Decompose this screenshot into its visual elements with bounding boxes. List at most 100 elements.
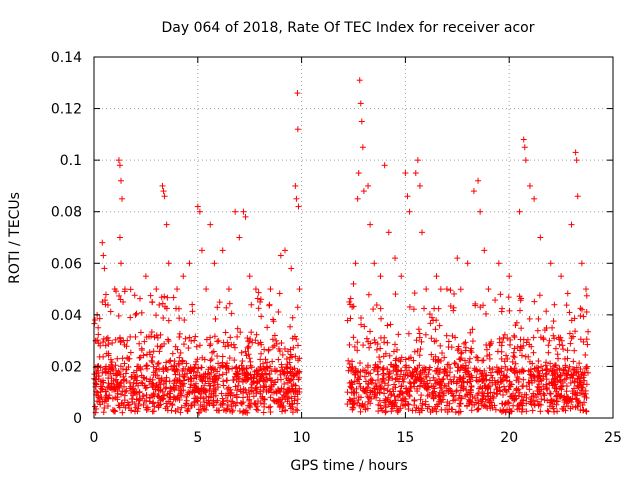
data-point xyxy=(92,317,99,324)
y-tick-label: 0.12 xyxy=(51,102,82,118)
data-point xyxy=(203,336,210,343)
data-point xyxy=(175,360,182,367)
data-point xyxy=(583,408,590,415)
data-point xyxy=(350,400,357,407)
data-point xyxy=(252,286,259,293)
data-point xyxy=(462,339,469,346)
data-point xyxy=(438,385,445,392)
data-point xyxy=(438,406,445,413)
data-point xyxy=(102,388,109,395)
data-point xyxy=(190,368,197,375)
data-point xyxy=(580,407,587,414)
data-point xyxy=(421,305,428,312)
data-point xyxy=(158,294,165,301)
data-point xyxy=(100,252,107,259)
data-point xyxy=(416,370,423,377)
data-point xyxy=(284,348,291,355)
data-point xyxy=(538,363,545,370)
data-point xyxy=(241,365,248,372)
data-point xyxy=(351,371,358,378)
data-point xyxy=(365,291,372,298)
data-point xyxy=(152,372,159,379)
data-point xyxy=(123,366,130,373)
data-point xyxy=(572,328,579,335)
data-point xyxy=(501,331,508,338)
data-point xyxy=(405,330,412,337)
data-point xyxy=(518,352,525,359)
data-point xyxy=(540,383,547,390)
data-point xyxy=(437,378,444,385)
data-point xyxy=(513,385,520,392)
data-point xyxy=(545,342,552,349)
data-point xyxy=(232,208,239,215)
data-point xyxy=(376,382,383,389)
data-point xyxy=(260,365,267,372)
data-point xyxy=(526,341,533,348)
data-point xyxy=(215,360,222,367)
data-point xyxy=(422,382,429,389)
plot-frame xyxy=(93,56,614,419)
data-point xyxy=(154,361,161,368)
data-point xyxy=(452,409,459,416)
data-point xyxy=(161,193,168,200)
data-point xyxy=(460,373,467,380)
data-point xyxy=(559,342,566,349)
data-point xyxy=(144,351,151,358)
data-point xyxy=(537,334,544,341)
data-point xyxy=(520,396,527,403)
data-point xyxy=(258,313,265,320)
data-point xyxy=(111,407,118,414)
data-point xyxy=(514,402,521,409)
data-point xyxy=(229,365,236,372)
data-point xyxy=(239,377,246,384)
data-point xyxy=(117,334,124,341)
data-point xyxy=(207,364,214,371)
data-point xyxy=(520,342,527,349)
data-point xyxy=(573,157,580,164)
data-point xyxy=(371,260,378,267)
data-point xyxy=(566,363,573,370)
data-point xyxy=(235,382,242,389)
data-point xyxy=(168,385,175,392)
data-point xyxy=(163,384,170,391)
data-point xyxy=(466,355,473,362)
data-point xyxy=(349,304,356,311)
data-point xyxy=(170,396,177,403)
data-point xyxy=(385,377,392,384)
data-point xyxy=(194,203,201,210)
data-point xyxy=(286,400,293,407)
data-point xyxy=(577,375,584,382)
data-point xyxy=(375,401,382,408)
data-point xyxy=(347,383,354,390)
data-point xyxy=(220,406,227,413)
data-point xyxy=(565,403,572,410)
data-point xyxy=(181,374,188,381)
data-point xyxy=(264,324,271,331)
data-point xyxy=(359,400,366,407)
data-point xyxy=(578,371,585,378)
data-point xyxy=(349,363,356,370)
data-point xyxy=(269,336,276,343)
data-point xyxy=(232,383,239,390)
data-point xyxy=(136,388,143,395)
data-point xyxy=(244,335,251,342)
data-point xyxy=(285,375,292,382)
data-point xyxy=(288,265,295,272)
data-point xyxy=(268,367,275,374)
data-point xyxy=(252,337,259,344)
data-point xyxy=(188,402,195,409)
data-point xyxy=(583,286,590,293)
data-point xyxy=(354,195,361,202)
data-point xyxy=(365,338,372,345)
data-point xyxy=(584,341,591,348)
data-point xyxy=(467,329,474,336)
data-point xyxy=(426,377,433,384)
data-point xyxy=(473,354,480,361)
data-point xyxy=(394,346,401,353)
data-point xyxy=(278,340,285,347)
data-point xyxy=(527,366,534,373)
data-point xyxy=(197,402,204,409)
data-point xyxy=(501,383,508,390)
data-point xyxy=(483,376,490,383)
data-point xyxy=(517,343,524,350)
